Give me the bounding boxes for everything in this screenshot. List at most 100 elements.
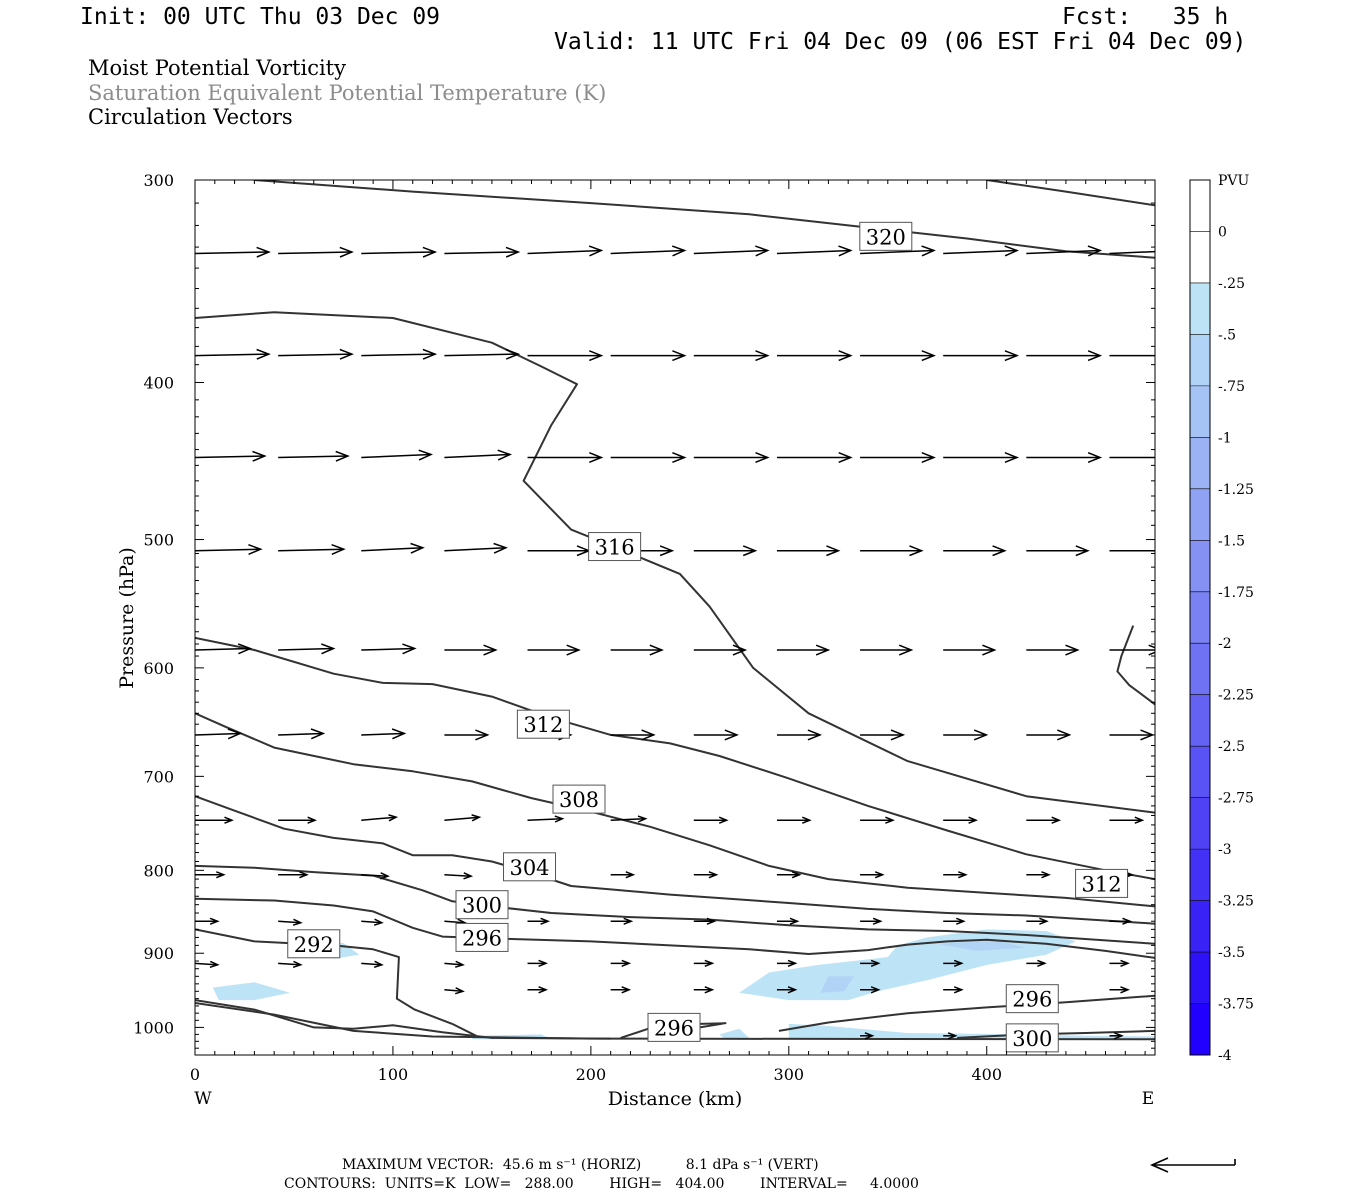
vector-head [540,917,551,925]
vector-head [505,246,521,258]
circulation-vector [444,872,474,880]
contour-label-box [516,709,570,739]
vector-head [921,452,936,463]
colorbar-segment [1190,694,1210,747]
vector-head [1122,917,1133,925]
vector-head [483,644,498,656]
circulation-vector [860,350,936,362]
contour-label: 300 [1005,1023,1059,1053]
circulation-vector [1026,245,1103,257]
circulation-vector [776,729,823,741]
colorbar-tick-label: -1.75 [1218,585,1254,601]
circulation-vector [693,452,770,463]
vector-head [637,815,648,823]
vector-shaft [1026,249,1101,255]
contour-label-text: 300 [462,894,502,918]
circulation-vector [527,959,549,967]
circulation-vector [860,917,883,925]
vector-shaft [278,732,324,736]
vector-head [588,245,604,257]
circulation-vector [860,1032,875,1040]
colorbar-tick-label: -3.25 [1218,894,1254,910]
vector-head [373,918,384,926]
circulation-vector [693,350,770,362]
vector-head [968,816,978,824]
circulation-vector [195,246,271,258]
vector-head [718,816,729,824]
contour-label: 312 [1075,868,1129,898]
vector-head [956,917,966,925]
contour-label-box [552,784,606,814]
vector-head [493,542,508,554]
vector-head [1051,816,1062,824]
vector-head [566,644,581,656]
colorbar-unit-label: PVU [1218,173,1250,189]
pv-region [820,976,855,993]
max-vector-info: MAXIMUM VECTOR: 45.6 m s⁻¹ (HORIZ) 8.1 d… [342,1157,819,1173]
x-tick-label: 400 [971,1065,1002,1084]
vector-head [463,872,474,880]
circulation-vector [361,918,384,926]
circulation-vector [278,918,303,926]
vector-head [890,729,906,741]
circulation-vector [943,816,978,824]
vector-head [589,350,604,362]
vector-head [310,728,326,740]
vector-head [672,350,687,362]
circulation-vector [527,986,548,994]
circulation-vector [1026,644,1080,656]
vector-head [982,644,997,656]
circulation-vector [693,245,770,257]
circulation-vector [278,816,317,824]
circulation-vector [1026,959,1047,967]
vector-shaft [444,989,463,993]
vector-shaft [444,546,506,552]
vector-shaft [444,873,472,877]
vector-shaft [361,962,382,966]
vector-head [391,728,407,740]
circulation-vector [527,350,604,362]
vector-head [410,542,425,554]
vector-head [1171,246,1183,256]
theta-e-contour-layer [195,180,1155,1041]
colorbar-tick-label: -4 [1218,1048,1232,1064]
vector-head [621,959,632,967]
vector-shaft [361,251,436,255]
vector-shaft [278,455,348,459]
theta-e-contour [195,999,611,1040]
circulation-vector [1109,246,1183,256]
x-end-label-west: W [194,1089,212,1109]
circulation-vector [1109,729,1155,741]
circulation-vector [278,871,309,879]
vector-head [898,644,914,656]
circulation-vector [1109,816,1145,824]
colorbar-tick-label: -1.25 [1218,482,1254,498]
circulation-vector [361,542,425,554]
circulation-vector [444,449,513,461]
circulation-vector [776,917,800,925]
circulation-vector [693,959,715,967]
colorbar-tick-label: -2 [1218,636,1232,652]
contour-label: 296 [455,922,509,952]
contour-label: 312 [516,709,570,739]
vector-head [973,729,989,741]
vector-shaft [361,647,415,651]
vector-shaft [278,353,352,357]
contour-label-text: 304 [509,856,549,880]
colorbar-segment [1190,797,1210,850]
vector-head [505,348,521,360]
vector-head [538,959,549,967]
circulation-vector [610,729,656,741]
pv-region [937,940,1027,951]
vector-head [885,816,895,824]
vector-head [589,452,604,463]
circulation-vector [693,917,717,925]
circulation-vector [776,545,841,557]
vector-shaft [361,546,423,552]
theta-e-contour [195,795,1155,925]
vector-shaft [195,353,269,357]
circulation-vector [693,816,729,824]
vector-head [958,871,968,879]
circulation-vector [1026,871,1051,879]
vector-shaft [361,453,432,459]
